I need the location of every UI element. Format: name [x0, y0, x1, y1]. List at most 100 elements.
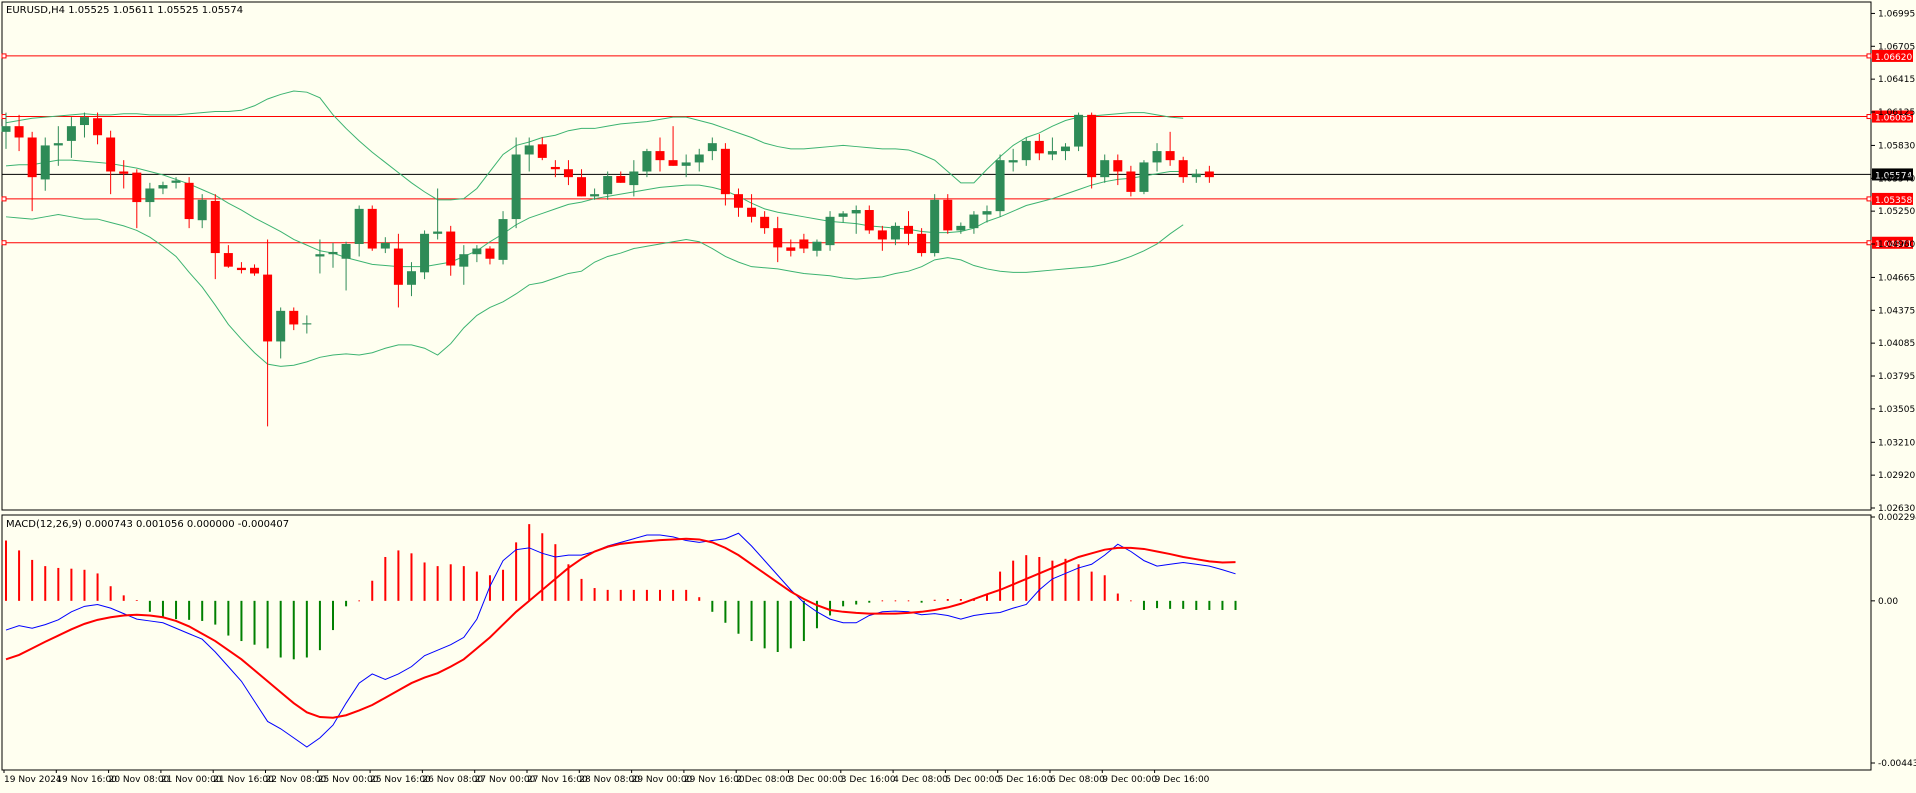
time-tick-label-19: 5 Dec 16:00	[998, 775, 1053, 785]
candle-body-51	[668, 160, 678, 166]
hline-anchor-right-3	[1866, 240, 1872, 246]
macd-tick-label-0: 0.002294	[1878, 513, 1916, 523]
price-tick-label-1: 1.06705	[1878, 42, 1915, 52]
candle-body-24	[315, 254, 325, 257]
candle-body-44	[577, 177, 587, 197]
candle-body-46	[603, 176, 613, 195]
price-tick-label-11: 1.03795	[1878, 372, 1915, 382]
time-tick-label-0: 19 Nov 2024	[4, 775, 62, 785]
candle-body-7	[93, 118, 103, 136]
candle-body-72	[943, 199, 953, 231]
candle-body-38	[498, 219, 508, 260]
candle-body-65	[851, 210, 861, 214]
hline-label-bg-3	[1872, 236, 1913, 249]
candle-body-77	[1008, 160, 1018, 163]
macd-lines-group	[5, 532, 1236, 748]
hline-label-bg-2	[1872, 192, 1913, 205]
price-tick-label-6: 1.05250	[1878, 207, 1915, 217]
candle-body-22	[289, 310, 299, 325]
candle-body-4	[53, 143, 63, 146]
macd-line	[5, 532, 1236, 748]
current-price-label-bg	[1872, 168, 1913, 181]
hline-anchor-left-1	[1, 114, 7, 120]
candle-body-66	[864, 210, 874, 231]
candle-body-17	[223, 253, 233, 267]
candle-body-87	[1139, 162, 1149, 192]
candle-body-81	[1060, 146, 1070, 152]
candle-body-74	[969, 214, 979, 229]
price-tick-label-0: 1.06995	[1878, 9, 1915, 19]
candle-body-56	[733, 194, 743, 208]
candle-body-76	[995, 160, 1005, 212]
candle-body-58	[760, 216, 770, 229]
candle-body-49	[642, 151, 652, 172]
candle-body-27	[354, 208, 364, 245]
candle-body-61	[799, 239, 809, 249]
time-tick-label-15: 3 Dec 00:00	[789, 775, 844, 785]
candle-body-78	[1021, 140, 1031, 161]
candle-body-63	[825, 216, 835, 246]
candle-body-75	[982, 211, 992, 215]
price-tick-label-15: 1.02630	[1878, 504, 1915, 514]
candle-body-70	[917, 233, 927, 254]
candle-body-32	[420, 233, 430, 273]
time-tick-label-22: 9 Dec 16:00	[1155, 775, 1210, 785]
candle-body-15	[197, 199, 207, 221]
candle-body-85	[1113, 160, 1123, 172]
candle-body-62	[812, 241, 822, 251]
candle-body-91	[1191, 173, 1201, 178]
time-tick-label-6: 25 Nov 00:00	[318, 775, 379, 785]
time-tick-label-20: 6 Dec 08:00	[1050, 775, 1105, 785]
hline-label-0: 1.06620	[1875, 53, 1912, 63]
time-tick-label-17: 4 Dec 08:00	[893, 775, 948, 785]
time-tick-label-10: 27 Nov 16:00	[527, 775, 588, 785]
candle-body-31	[406, 271, 416, 285]
candle-body-79	[1034, 140, 1044, 154]
price-tick-label-3: 1.06125	[1878, 108, 1915, 118]
bollinger-lower-line	[5, 214, 1184, 367]
candle-body-86	[1126, 171, 1136, 192]
hline-anchor-left-3	[1, 240, 7, 246]
candle-body-8	[106, 137, 116, 172]
hline-label-3: 1.04971	[1875, 240, 1912, 250]
macd-tick-label-1: 0.00	[1878, 597, 1898, 607]
price-chart-title: EURUSD,H4 1.05525 1.05611 1.05525 1.0557…	[6, 5, 243, 16]
candle-body-67	[877, 230, 887, 240]
candle-body-41	[537, 144, 547, 158]
candle-body-50	[655, 151, 665, 161]
time-tick-label-5: 22 Nov 08:00	[266, 775, 327, 785]
candle-body-47	[616, 176, 626, 183]
candle-body-55	[720, 148, 730, 195]
candle-body-35	[459, 254, 469, 267]
hline-anchor-right-0	[1866, 53, 1872, 59]
candle-body-68	[890, 225, 900, 240]
candle-body-16	[210, 200, 220, 254]
time-tick-label-21: 9 Dec 00:00	[1102, 775, 1157, 785]
hline-label-bg-0	[1872, 49, 1913, 62]
price-axis: 1.06620 1.06085 1.05358 1.04971 1.05574 1.069…	[1871, 9, 1915, 514]
candle-body-10	[132, 172, 142, 203]
time-tick-label-18: 5 Dec 00:00	[945, 775, 1000, 785]
candle-body-12	[158, 185, 168, 189]
candle-body-39	[511, 154, 521, 220]
macd-tick-label-2: -0.004437	[1878, 759, 1916, 769]
candle-body-69	[904, 225, 914, 234]
macd-panel-frame	[1, 514, 1872, 771]
hline-anchor-left-0	[1, 53, 7, 59]
candle-body-2	[27, 137, 37, 178]
candle-body-48	[629, 171, 639, 186]
macd-signal-line	[5, 537, 1236, 719]
candle-body-11	[145, 188, 155, 203]
candle-body-26	[341, 244, 351, 259]
candles-group	[1, 112, 1214, 427]
candle-body-0	[1, 126, 11, 132]
candle-body-1	[14, 126, 24, 138]
time-tick-label-16: 3 Dec 16:00	[841, 775, 896, 785]
price-tick-label-5: 1.05540	[1878, 174, 1915, 184]
candle-body-71	[930, 199, 940, 254]
price-tick-label-12: 1.03505	[1878, 405, 1915, 415]
current-price-label: 1.05574	[1875, 171, 1912, 181]
candle-body-82	[1074, 114, 1084, 147]
candle-body-28	[367, 208, 377, 249]
